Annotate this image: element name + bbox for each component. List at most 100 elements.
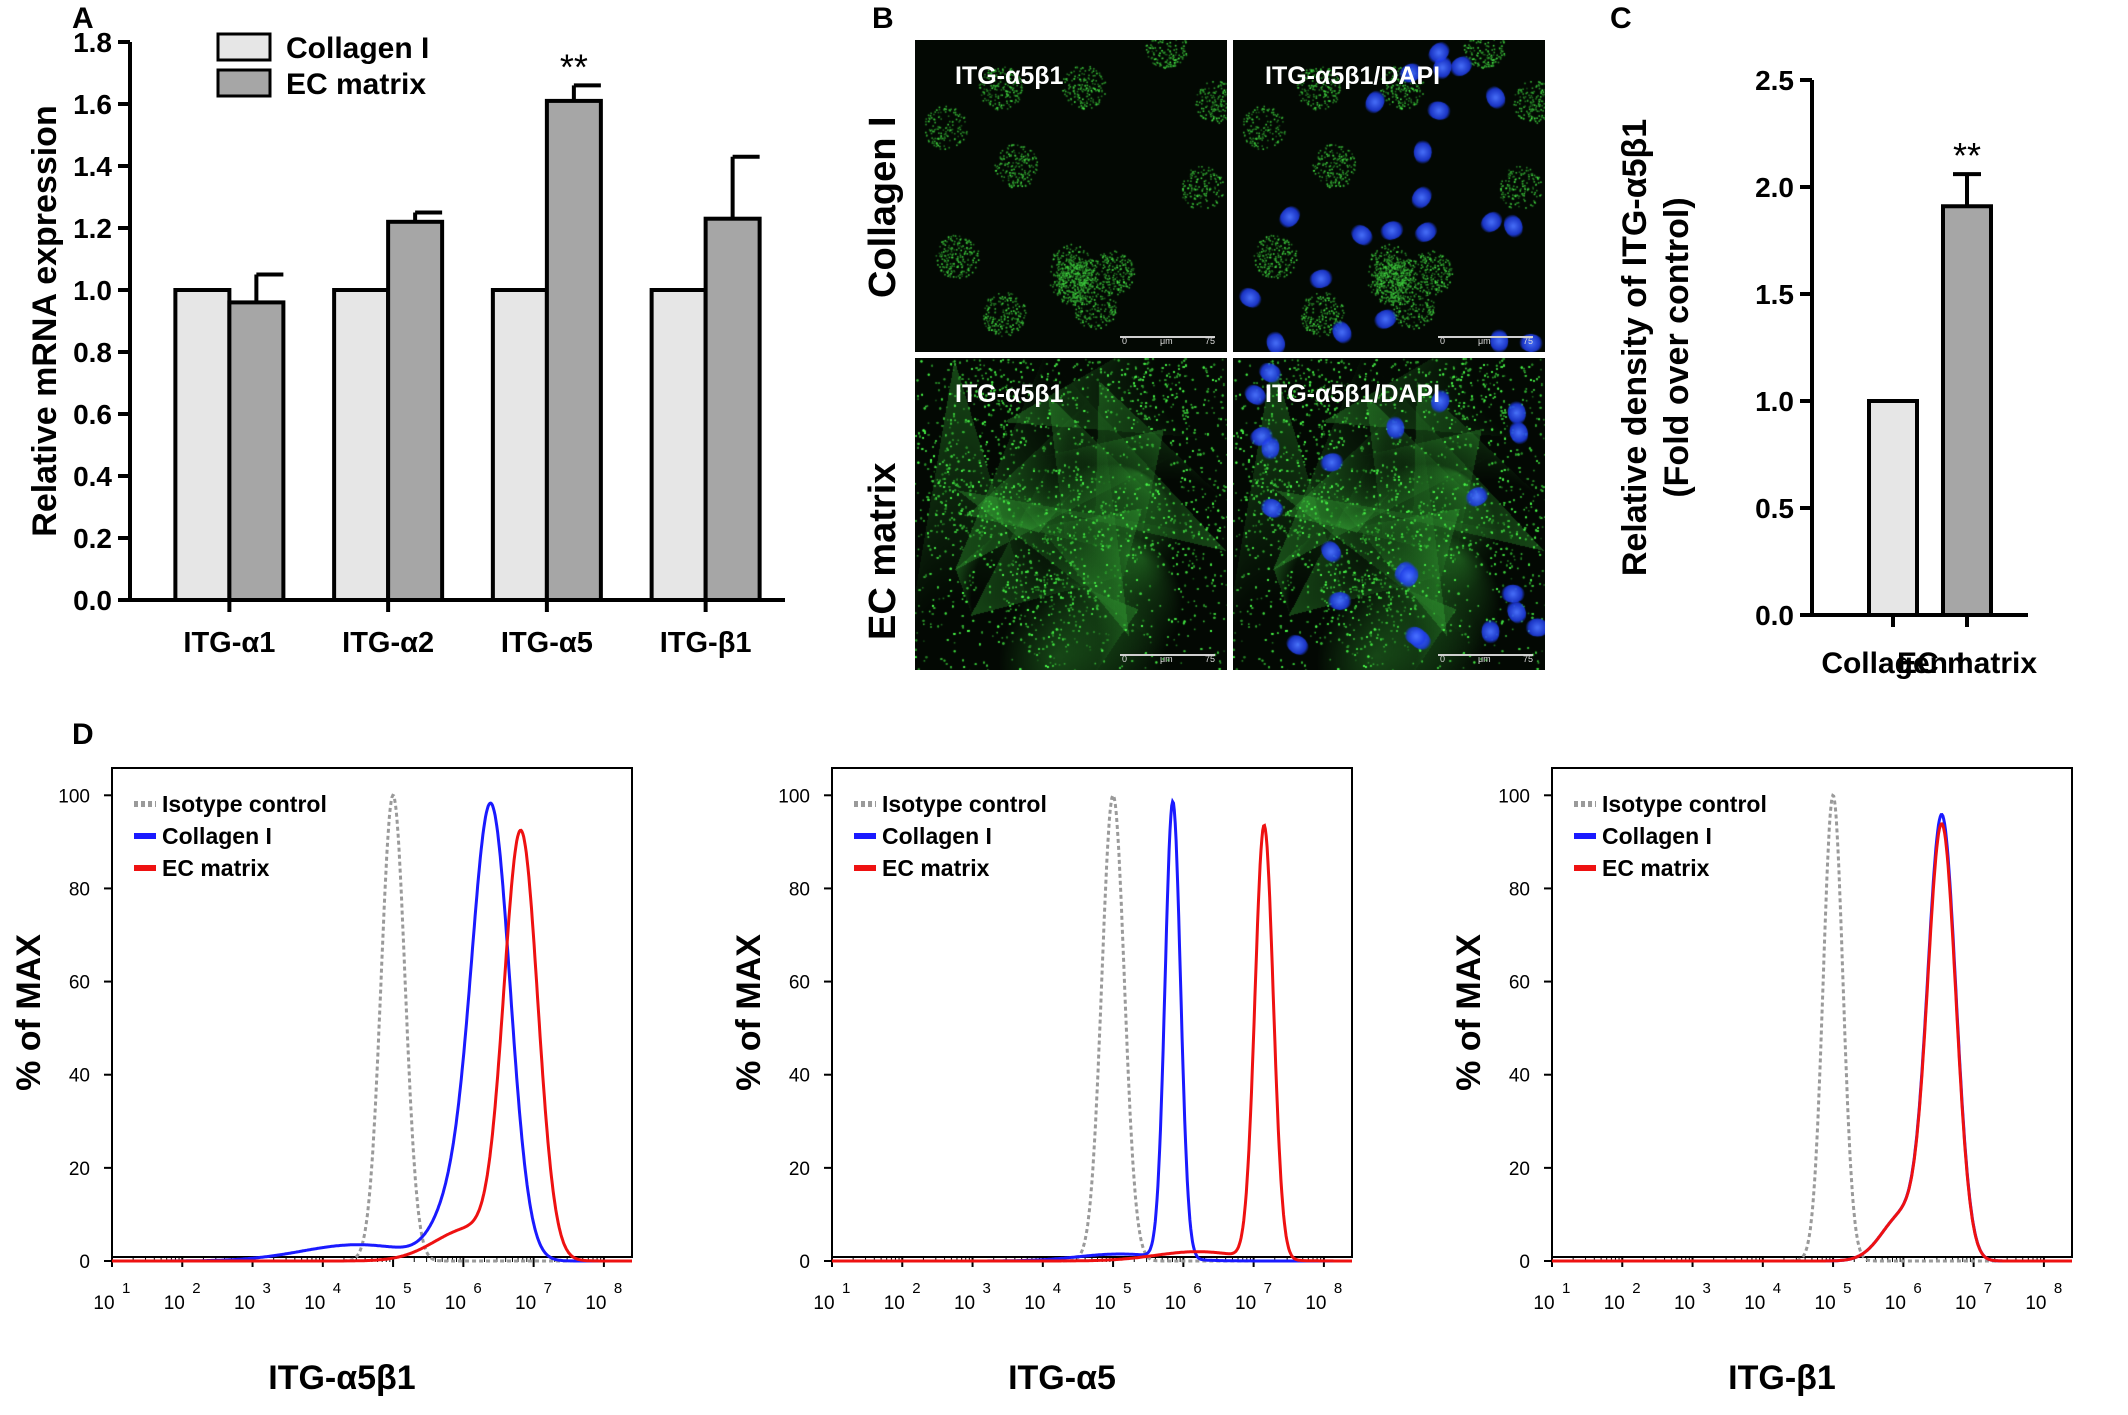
y-tick-label: 20 <box>1509 1159 1530 1180</box>
x-tick-label: 10 <box>1604 1293 1625 1314</box>
x-tick-label: 10 <box>1165 1293 1186 1314</box>
y-tick-label: 100 <box>778 786 810 807</box>
x-tick-exponent: 7 <box>1984 1280 1992 1297</box>
x-tick-label: 10 <box>1305 1293 1326 1314</box>
y-tick-label: 0.0 <box>73 585 112 616</box>
panel-letter-c: C <box>1610 2 1632 35</box>
x-axis-title: ITG-α5β1 <box>268 1359 415 1397</box>
x-tick-label: 10 <box>954 1293 975 1314</box>
y-tick-label: 0.5 <box>1755 493 1794 524</box>
y-tick-label: 0.2 <box>73 523 112 554</box>
micro-row-label-collagen: Collagen I <box>862 116 904 298</box>
y-tick-label: 0.4 <box>73 461 112 492</box>
histogram-collagen-i <box>1552 813 2072 1263</box>
legend-label-collagen-i: Collagen I <box>162 823 272 849</box>
bar-collagen-i-itg-5 <box>490 288 549 602</box>
micrograph-label: ITG-α5β1 <box>955 380 1064 408</box>
y-tick-label: 0.8 <box>73 337 112 368</box>
bar-ec-matrix-itg-1 <box>227 300 286 602</box>
bar-ec-matrix-itg-2 <box>386 219 445 603</box>
x-tick-exponent: 1 <box>122 1280 130 1297</box>
x-tick-label: ITG-α1 <box>183 627 275 659</box>
legend-label-isotype-control: Isotype control <box>1602 791 1767 817</box>
x-tick-label: ITG-α5 <box>501 627 593 659</box>
x-tick-exponent: 4 <box>1053 1280 1061 1297</box>
y-tick-label: 1.4 <box>73 151 112 182</box>
legend-label-isotype-control: Isotype control <box>162 791 327 817</box>
y-tick-label: 1.5 <box>1755 279 1794 310</box>
x-tick-label: 10 <box>813 1293 834 1314</box>
x-tick-exponent: 3 <box>983 1280 991 1297</box>
y-tick-label: 100 <box>1498 786 1530 807</box>
chart-d-itg-a5-histogram: 0 20 40 60 80 100 10 1 10 2 10 3 10 4 10 5 10 6 10 7 10 8 % of… <box>730 767 1353 1397</box>
x-tick-exponent: 2 <box>912 1280 920 1297</box>
legend-label-collagen-i: Collagen I <box>882 823 992 849</box>
x-tick-exponent: 5 <box>403 1280 411 1297</box>
x-tick-exponent: 5 <box>1123 1280 1131 1297</box>
y-tick-label: 1.6 <box>73 89 112 120</box>
micro-row-label-ec-matrix: EC matrix <box>862 462 904 640</box>
y-tick-label: 2.0 <box>1755 172 1794 203</box>
x-tick-label: 10 <box>2025 1293 2046 1314</box>
x-tick-label: Collagen I <box>1821 647 1964 680</box>
x-tick-label: 10 <box>1095 1293 1116 1314</box>
y-tick-label: 1.0 <box>73 275 112 306</box>
micrograph-label: ITG-α5β1 <box>955 62 1064 90</box>
bar-collagen-i <box>1867 399 1919 617</box>
y-tick-label: 0 <box>79 1252 90 1273</box>
x-axis-title: ITG-β1 <box>1728 1359 1836 1397</box>
legend-label-ec-matrix: EC matrix <box>162 855 270 881</box>
micrograph-label: ITG-α5β1/DAPI <box>1265 380 1441 408</box>
panel-letter-a: A <box>72 2 94 35</box>
panel-letter-b: B <box>872 2 894 35</box>
bar-collagen-i-itg-1 <box>173 288 232 602</box>
y-tick-label: 1.0 <box>1755 386 1794 417</box>
y-tick-label: 80 <box>789 879 810 900</box>
y-tick-label: 40 <box>1509 1066 1530 1087</box>
x-tick-label: 10 <box>1235 1293 1256 1314</box>
y-tick-label: 1.8 <box>73 27 112 58</box>
y-axis-title-line-2: (Fold over control) <box>1658 197 1696 497</box>
significance-marker: ** <box>1953 135 1981 176</box>
x-tick-exponent: 2 <box>1632 1280 1640 1297</box>
y-tick-label: 100 <box>58 786 90 807</box>
x-axis-title: ITG-α5 <box>1008 1359 1116 1397</box>
micrograph-ec-itg: ITG-α5β1 0 μm 75 <box>915 358 1227 670</box>
micrograph-label: ITG-α5β1/DAPI <box>1265 62 1441 90</box>
x-tick-label: 10 <box>1024 1293 1045 1314</box>
legend-label-ec-matrix: EC matrix <box>1602 855 1710 881</box>
x-tick-exponent: 8 <box>614 1280 622 1297</box>
x-tick-label: 10 <box>1674 1293 1695 1314</box>
legend-label-collagen-i: Collagen I <box>286 32 429 65</box>
micrograph-ec-merged: ITG-α5β1/DAPI 0 μm 75 <box>1233 358 1545 670</box>
y-axis-title: Relative density of ITG-α5β1 <box>1616 119 1654 576</box>
bar-ec-matrix-itg-1 <box>703 216 762 602</box>
x-tick-label: 10 <box>515 1293 536 1314</box>
x-tick-label: 10 <box>1815 1293 1836 1314</box>
y-tick-label: 20 <box>69 1159 90 1180</box>
micrograph-grid: ITG-α5β1 0 μm 75 ITG-α5β1/DAPI 0 μm 75 I… <box>915 40 1545 670</box>
x-tick-exponent: 7 <box>544 1280 552 1297</box>
bar-collagen-i-itg-1 <box>649 288 708 602</box>
legend-label-collagen-i: Collagen I <box>1602 823 1712 849</box>
x-tick-exponent: 5 <box>1843 1280 1851 1297</box>
y-tick-label: 0.6 <box>73 399 112 430</box>
x-tick-label: 10 <box>304 1293 325 1314</box>
y-tick-label: 1.2 <box>73 213 112 244</box>
y-tick-label: 60 <box>789 973 810 994</box>
y-tick-label: 80 <box>69 879 90 900</box>
x-tick-exponent: 7 <box>1264 1280 1272 1297</box>
x-tick-exponent: 1 <box>842 1280 850 1297</box>
chart-d-itg-b1-histogram: 0 20 40 60 80 100 10 1 10 2 10 3 10 4 10 5 10 6 10 7 10 8 % of… <box>1450 767 2073 1397</box>
y-tick-label: 2.5 <box>1755 65 1794 96</box>
x-tick-exponent: 4 <box>1773 1280 1781 1297</box>
bar-ec-matrix <box>1941 204 1993 617</box>
significance-marker: ** <box>560 46 588 87</box>
x-tick-label: 10 <box>164 1293 185 1314</box>
micrograph-collagen-itg: ITG-α5β1 0 μm 75 <box>915 40 1227 352</box>
y-tick-label: 40 <box>69 1066 90 1087</box>
x-tick-exponent: 6 <box>1913 1280 1921 1297</box>
scale-bar: 0 μm 75 <box>1120 336 1215 346</box>
x-tick-label: 10 <box>585 1293 606 1314</box>
y-tick-label: 0.0 <box>1755 600 1794 631</box>
